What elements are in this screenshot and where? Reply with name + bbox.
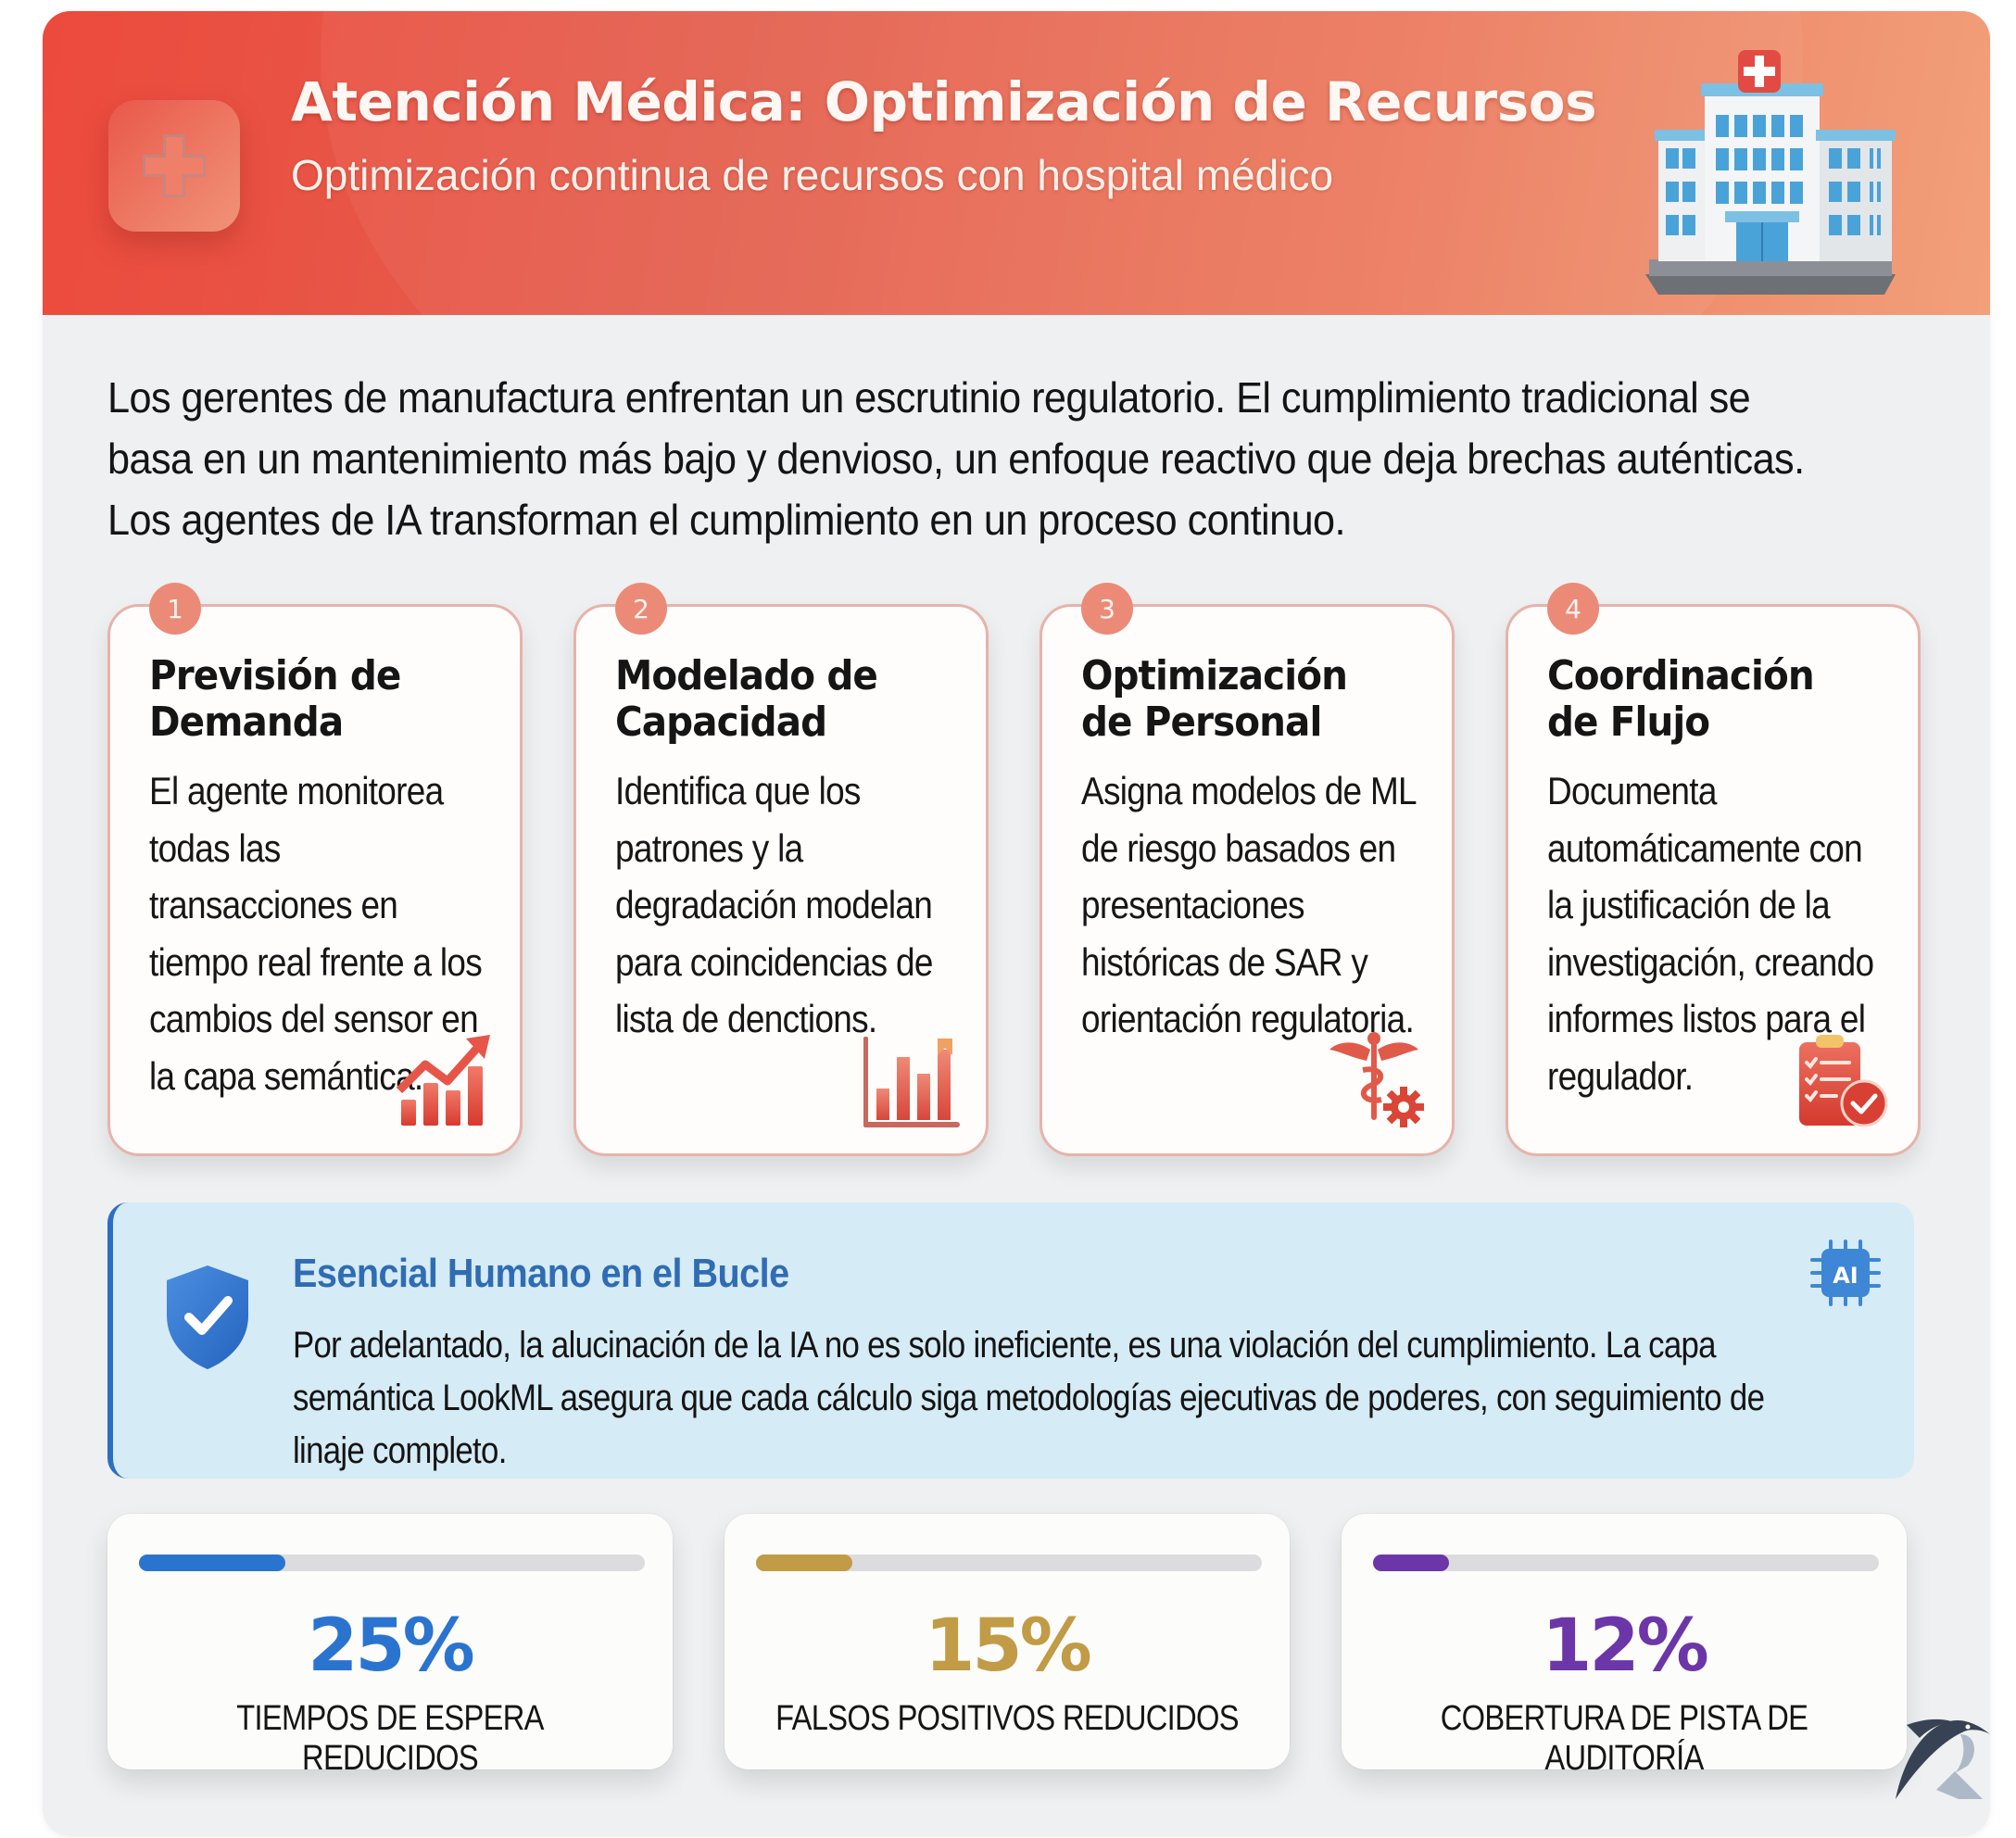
metric-label: TIEMPOS DE ESPERA REDUCIDOS <box>236 1699 544 1778</box>
metric-value: 15% <box>925 1605 1092 1688</box>
human-in-loop-callout: Esencial Humano en el Bucle Por adelanta… <box>107 1202 1914 1479</box>
step-card-capacity-modeling: 2 Modelado de Capacidad Identifica que l… <box>573 583 989 1156</box>
step-card-demand-forecast: 1 Previsión de Demanda El agente monitor… <box>107 583 523 1156</box>
bar-chart-icon <box>863 1037 960 1127</box>
intro-paragraph: Los gerentes de manufactura enfrentan un… <box>107 373 1805 544</box>
clipboard-check-icon <box>1799 1035 1888 1127</box>
step-card-staff-optimization: 3 Optimización de Personal Asigna modelo… <box>1040 583 1455 1156</box>
step-number-badge: 1 <box>149 583 201 635</box>
metric-card-audit-coverage: 12% COBERTURA DE PISTA DE AUDITORÍA <box>1342 1514 1907 1778</box>
step-title: Optimización de Personal <box>1081 652 1348 746</box>
step-title: Previsión de Demanda <box>149 652 401 746</box>
metric-label: COBERTURA DE PISTA DE AUDITORÍA <box>1440 1699 1808 1778</box>
ai-chip-label: AI <box>1833 1263 1858 1289</box>
progress-fill <box>1373 1555 1449 1571</box>
step-description: Asigna modelos de ML de riesgo basados e… <box>1081 769 1416 1040</box>
page-title: Atención Médica: Optimización de Recurso… <box>291 70 1597 133</box>
step-card-flow-coordination: 4 Coordinación de Flujo Documenta automá… <box>1506 583 1921 1156</box>
page-subtitle: Optimización continua de recursos con ho… <box>291 151 1334 199</box>
callout-text: Por adelantado, la alucinación de la IA … <box>293 1325 1765 1471</box>
progress-fill <box>756 1555 852 1571</box>
step-number-badge: 4 <box>1547 583 1599 635</box>
progress-fill <box>139 1555 286 1571</box>
hospital-building-icon <box>1645 50 1896 295</box>
bird-r-logo-icon <box>1896 1718 1990 1799</box>
shield-check-icon <box>167 1265 248 1369</box>
metric-label: FALSOS POSITIVOS REDUCIDOS <box>775 1699 1239 1738</box>
step-description: El agente monitorea todas las transaccio… <box>149 769 483 1098</box>
metric-card-false-positives: 15% FALSOS POSITIVOS REDUCIDOS <box>724 1514 1290 1769</box>
metric-value: 12% <box>1542 1605 1709 1688</box>
infographic-page: Atención Médica: Optimización de Recurso… <box>43 11 1990 1836</box>
ai-chip-icon: AI <box>1810 1240 1881 1306</box>
progress-bar <box>1373 1555 1879 1571</box>
step-title: Coordinación de Flujo <box>1547 652 1815 746</box>
step-number-badge: 2 <box>615 583 667 635</box>
callout-title: Esencial Humano en el Bucle <box>293 1251 789 1296</box>
step-description: Identifica que los patrones y la degrada… <box>615 769 933 1040</box>
progress-bar <box>139 1555 645 1571</box>
step-description: Documenta automáticamente con la justifi… <box>1547 769 1874 1098</box>
metric-card-wait-times: 25% TIEMPOS DE ESPERA REDUCIDOS <box>107 1514 673 1778</box>
metric-value: 25% <box>308 1605 475 1688</box>
caduceus-gear-icon <box>1329 1032 1424 1127</box>
step-number-badge: 3 <box>1081 583 1133 635</box>
trending-chart-icon <box>396 1035 490 1126</box>
medical-cross-icon <box>108 100 240 232</box>
header-banner: Atención Médica: Optimización de Recurso… <box>43 11 1990 315</box>
progress-bar <box>756 1555 1262 1571</box>
step-title: Modelado de Capacidad <box>615 652 878 746</box>
